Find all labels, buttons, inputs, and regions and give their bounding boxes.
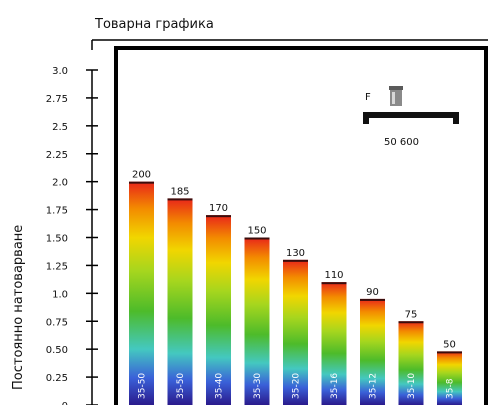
y-tick-label: 0.75: [46, 317, 68, 328]
bar: [244, 237, 270, 405]
bar-value-label: 75: [405, 309, 418, 320]
y-tick-label: 0.25: [46, 373, 68, 384]
bar: [129, 181, 154, 405]
bar-value-label: 185: [170, 186, 189, 197]
bar-category-label: 35-12: [369, 373, 379, 399]
y-tick-label: 2.5: [52, 122, 68, 133]
bar-value-label: 170: [209, 203, 228, 214]
y-tick-label: 1.75: [46, 206, 68, 217]
bar-category-label: 35-30: [253, 373, 263, 399]
bar-cap: [360, 298, 385, 301]
legend-text: 50 600: [384, 137, 419, 148]
bar: [360, 298, 385, 405]
bar-cap: [321, 282, 347, 285]
legend: F 50 600: [363, 86, 459, 148]
bar-category-label: 35-50: [176, 373, 186, 399]
plot-frame: [114, 46, 488, 405]
bar: [321, 282, 347, 405]
y-tick-label: 2.75: [46, 94, 68, 105]
bar-value-label: 200: [132, 170, 151, 181]
weight-icon: [389, 86, 403, 106]
y-axis-ticks: 0 0.25 0.50 0.75 1.0 1.25 1.50 1.75 2.0 2.25 2.5 2.…: [46, 66, 98, 405]
bar-value-label: 110: [324, 270, 343, 281]
bar-cap: [206, 215, 231, 218]
bar-category-label: 35-10: [407, 373, 417, 399]
bar-value-label: 50: [443, 339, 456, 350]
bar-category-label: 35-8: [446, 378, 456, 399]
legend-bracket-right: [453, 112, 459, 124]
bar-cap: [244, 237, 270, 240]
y-tick-label: 0.50: [46, 345, 68, 356]
y-tick-label: 3.0: [52, 66, 68, 77]
bar-cap: [167, 198, 193, 201]
bar-category-label: 35-50: [138, 373, 148, 399]
bar-category-label: 35-16: [330, 373, 340, 399]
bar-value-label: 150: [247, 226, 266, 237]
y-tick-label: 0: [62, 401, 68, 405]
bar-cap: [437, 351, 462, 354]
y-tick-label: 1.0: [52, 289, 68, 300]
y-tick-label: 1.50: [46, 234, 68, 245]
bar-cap: [398, 321, 424, 324]
bar-category-label: 35-20: [292, 373, 302, 399]
bar-category-label: 35-40: [215, 373, 225, 399]
y-tick-label: 2.25: [46, 150, 68, 161]
legend-bracket-left: [363, 112, 369, 124]
bar: [206, 215, 231, 405]
bar-value-label: 130: [286, 248, 305, 259]
legend-symbol-label: F: [365, 92, 371, 103]
bar-value-label: 90: [366, 287, 379, 298]
legend-bracket: [363, 112, 459, 118]
chart-title: Товарна графика: [94, 17, 214, 32]
bar: [437, 351, 462, 405]
bar-cap: [129, 181, 154, 184]
y-tick-label: 2.0: [52, 178, 68, 189]
bar-cap: [283, 259, 308, 262]
bars-group: 200 35-50 185 35-50 170 35-40 150 35-30 130 35-20…: [129, 170, 462, 405]
bar: [283, 259, 308, 405]
y-tick-label: 1.25: [46, 261, 68, 272]
bar: [167, 198, 193, 405]
bar: [398, 321, 424, 405]
y-axis-label: Постоянно натоварване: [11, 225, 26, 390]
